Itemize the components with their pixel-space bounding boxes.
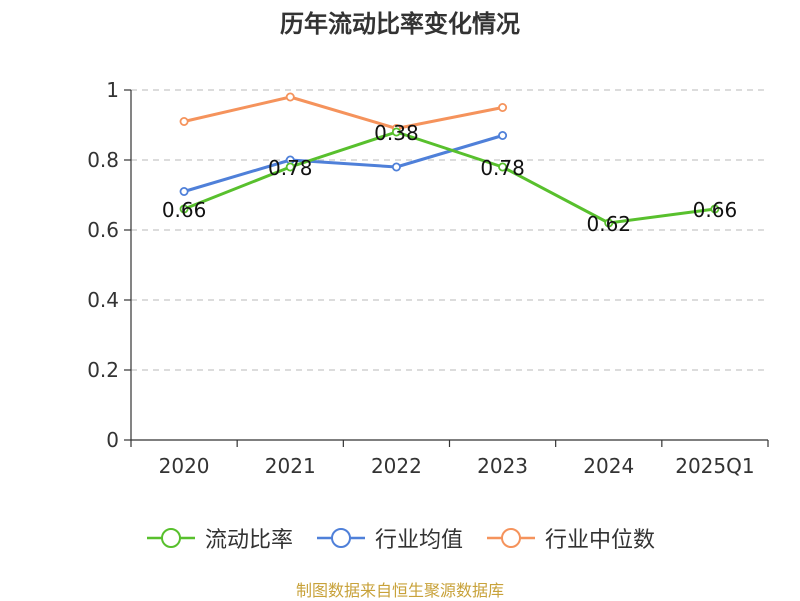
data-point bbox=[179, 204, 189, 214]
data-label: 0.62 bbox=[586, 212, 631, 236]
data-point bbox=[710, 204, 720, 214]
data-point bbox=[391, 127, 401, 137]
x-tick-label: 2022 bbox=[371, 454, 422, 478]
x-tick-label: 2020 bbox=[159, 454, 210, 478]
data-point bbox=[391, 162, 401, 172]
data-point bbox=[285, 92, 295, 102]
data-label: 0.66 bbox=[693, 198, 738, 222]
data-source-note: 制图数据来自恒生聚源数据库 bbox=[295, 581, 504, 600]
series-line bbox=[183, 95, 503, 130]
x-tick-label: 2024 bbox=[583, 454, 634, 478]
series-line bbox=[183, 130, 716, 225]
y-tick-label: 0.2 bbox=[87, 358, 119, 382]
series-lines bbox=[179, 92, 720, 228]
data-point bbox=[179, 186, 189, 196]
x-tick-label: 2021 bbox=[265, 454, 316, 478]
data-point bbox=[498, 103, 508, 113]
legend-swatch-icon bbox=[146, 528, 195, 548]
legend: 流动比率 行业均值 行业中位数 bbox=[0, 518, 800, 558]
y-tick-label: 0.6 bbox=[87, 218, 119, 242]
legend-swatch-icon bbox=[487, 528, 535, 548]
y-tick-label: 1 bbox=[106, 78, 119, 102]
legend-label: 流动比率 bbox=[204, 528, 293, 553]
axes: 0 0.2 0.4 0.6 0.8 1 2020 2021 2022 2023 2024 2025Q1 bbox=[87, 78, 769, 478]
x-tick-label: 2025Q1 bbox=[675, 454, 754, 478]
y-tick-label: 0.8 bbox=[87, 148, 119, 172]
legend-swatch-icon bbox=[316, 528, 365, 548]
legend-item[interactable]: 行业中位数 bbox=[485, 522, 655, 554]
data-point bbox=[604, 218, 614, 228]
legend-marker bbox=[330, 528, 351, 548]
data-point bbox=[498, 162, 508, 172]
legend-label: 行业均值 bbox=[374, 528, 463, 553]
legend-item[interactable]: 行业均值 bbox=[315, 522, 463, 554]
x-tick-label: 2023 bbox=[477, 454, 528, 478]
legend-marker bbox=[160, 528, 181, 548]
data-label: 0.78 bbox=[268, 156, 313, 180]
data-labels: 0.66 0.78 0.38 0.78 0.62 0.66 bbox=[162, 121, 737, 236]
y-tick-label: 0 bbox=[106, 428, 119, 452]
data-label: 0.66 bbox=[162, 198, 207, 222]
y-tick-label: 0.4 bbox=[87, 288, 119, 312]
data-point bbox=[179, 117, 189, 127]
grid-lines bbox=[131, 89, 768, 371]
data-point bbox=[285, 162, 295, 172]
data-point bbox=[498, 130, 508, 140]
legend-marker bbox=[501, 528, 521, 548]
data-label: 0.78 bbox=[480, 156, 525, 180]
series-line bbox=[183, 134, 504, 193]
chart-title: 历年流动比率变化情况 bbox=[280, 10, 520, 38]
legend-item[interactable]: 流动比率 bbox=[145, 522, 293, 554]
legend-label: 行业中位数 bbox=[545, 528, 656, 553]
data-label: 0.38 bbox=[374, 121, 419, 145]
